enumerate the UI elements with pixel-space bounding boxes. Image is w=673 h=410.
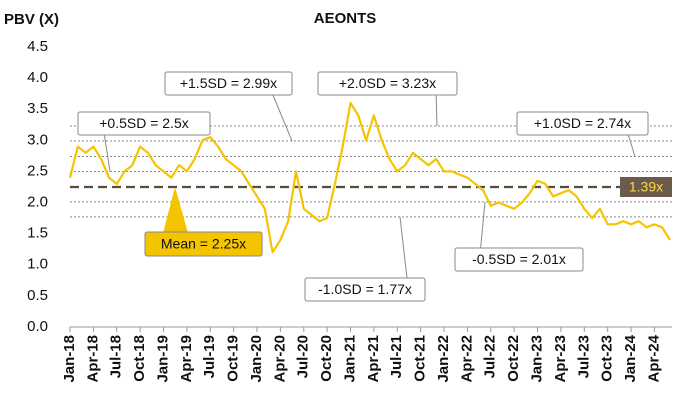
y-tick-label: 2.0: [27, 194, 48, 211]
x-tick-label: Apr-18: [84, 335, 101, 383]
x-tick-label: Jan-22: [435, 335, 452, 383]
x-tick-label: Jan-24: [622, 334, 639, 382]
y-tick-label: 3.0: [27, 131, 48, 148]
x-tick-label: Oct-21: [412, 335, 429, 382]
x-tick-label: Jul-20: [295, 335, 312, 378]
annotation-box: [304, 277, 426, 302]
x-tick-label: Apr-21: [365, 335, 382, 383]
current-label: 1.39x: [629, 179, 663, 195]
leader-line: [399, 216, 408, 279]
leader-line: [435, 94, 438, 127]
mean-box: [144, 231, 263, 257]
annotation-label: -1.0SD = 1.77x: [318, 281, 412, 297]
mean-pointer: [163, 187, 188, 233]
series-line: [68, 101, 671, 254]
mean-label: Mean = 2.25x: [161, 236, 246, 252]
current-box: [620, 177, 672, 197]
x-tick-label: Jul-21: [388, 335, 405, 378]
x-tick-label: Oct-19: [225, 335, 242, 382]
annotation-label: +1.0SD = 2.74x: [534, 115, 631, 131]
leader-line: [480, 201, 486, 249]
x-tick-label: Oct-18: [131, 335, 148, 382]
x-tick-label: Jul-19: [201, 335, 218, 378]
annotation-label: -0.5SD = 2.01x: [472, 251, 566, 267]
y-tick-label: 0.5: [27, 287, 48, 304]
annotation-label: +1.5SD = 2.99x: [180, 75, 277, 91]
annotation-label: +2.0SD = 3.23x: [339, 75, 436, 91]
x-tick-label: Oct-22: [505, 335, 522, 382]
x-tick-label: Apr-24: [645, 334, 662, 382]
x-tick-label: Jan-18: [61, 335, 78, 383]
annotation-label: +0.5SD = 2.5x: [99, 115, 189, 131]
x-tick-label: Jul-22: [482, 335, 499, 378]
x-tick-label: Apr-20: [271, 335, 288, 383]
y-tick-label: 0.0: [27, 318, 48, 335]
annotation-box: [516, 111, 649, 136]
x-tick-label: Jul-18: [108, 335, 125, 378]
leader-line: [272, 94, 293, 142]
annotation-box: [164, 71, 293, 96]
annotation-box: [77, 111, 211, 136]
x-tick-label: Apr-23: [552, 335, 569, 383]
x-tick-label: Jan-23: [529, 335, 546, 383]
chart-title: AEONTS: [314, 10, 377, 27]
x-tick-label: Apr-19: [178, 335, 195, 383]
annotation-box: [317, 71, 458, 96]
y-tick-label: 1.5: [27, 225, 48, 242]
y-tick-label: 4.5: [27, 38, 48, 55]
y-tick-label: 1.0: [27, 256, 48, 273]
y-tick-label: 2.5: [27, 162, 48, 179]
y-tick-label: 4.0: [27, 69, 48, 86]
annotation-box: [454, 247, 584, 272]
y-axis-label: PBV (X): [4, 11, 59, 28]
leader-line: [627, 134, 636, 157]
leader-line: [103, 134, 111, 172]
y-tick-label: 3.5: [27, 100, 48, 117]
x-tick-label: Jan-20: [248, 335, 265, 383]
x-tick-label: Jan-21: [341, 335, 358, 383]
x-tick-label: Oct-20: [318, 335, 335, 382]
x-tick-label: Oct-23: [599, 335, 616, 382]
x-tick-label: Jan-19: [154, 335, 171, 383]
x-tick-label: Apr-22: [458, 335, 475, 383]
x-tick-label: Jul-23: [575, 335, 592, 378]
